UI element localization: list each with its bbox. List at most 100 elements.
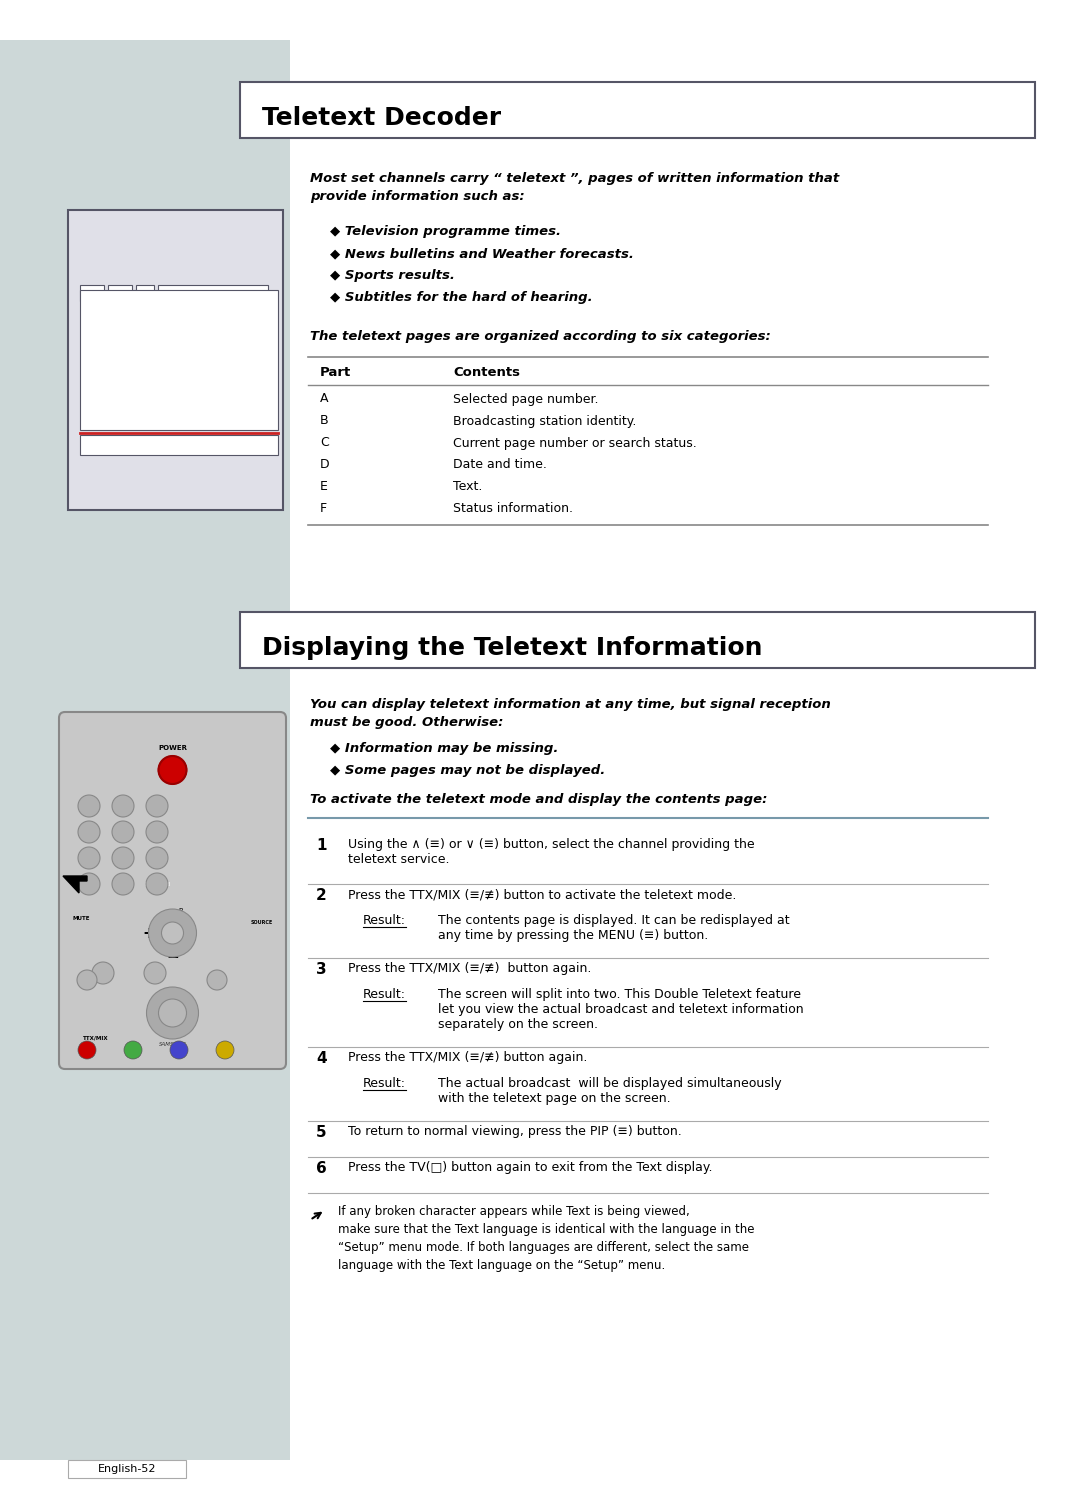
FancyBboxPatch shape (136, 285, 154, 301)
FancyBboxPatch shape (80, 285, 104, 301)
Text: 2: 2 (121, 803, 125, 809)
Text: The teletext pages are organized according to six categories:: The teletext pages are organized accordi… (310, 330, 771, 343)
Text: Press the TTX/MIX (≡/≢) button again.: Press the TTX/MIX (≡/≢) button again. (348, 1052, 588, 1064)
Text: SOURCE: SOURCE (251, 920, 273, 926)
Circle shape (78, 873, 100, 894)
FancyBboxPatch shape (80, 434, 278, 455)
Text: 1: 1 (86, 803, 91, 809)
Text: TV: TV (84, 881, 94, 887)
Circle shape (162, 921, 184, 944)
FancyBboxPatch shape (240, 613, 1035, 668)
Text: English-52: English-52 (98, 1464, 157, 1474)
Circle shape (159, 756, 187, 783)
Text: INFO◎: INFO◎ (147, 971, 163, 975)
Circle shape (146, 821, 168, 843)
Text: separately on the screen.: separately on the screen. (438, 1019, 598, 1031)
Text: To return to normal viewing, press the PIP (≡) button.: To return to normal viewing, press the P… (348, 1125, 681, 1138)
Text: The contents page is displayed. It can be redisplayed at: The contents page is displayed. It can b… (438, 914, 789, 927)
Text: Result:: Result: (363, 914, 406, 927)
Text: C: C (141, 289, 148, 298)
Circle shape (92, 962, 114, 984)
Text: The actual broadcast  will be displayed simultaneously: The actual broadcast will be displayed s… (438, 1077, 782, 1091)
Text: ∧: ∧ (168, 915, 176, 926)
Text: ◆ Sports results.: ◆ Sports results. (330, 270, 455, 282)
Circle shape (78, 1041, 96, 1059)
Text: ENTER: ENTER (161, 1011, 184, 1016)
Text: Broadcasting station identity.: Broadcasting station identity. (453, 415, 636, 427)
Text: ◆ Information may be missing.: ◆ Information may be missing. (330, 742, 558, 755)
Text: −: − (166, 950, 179, 965)
Circle shape (78, 846, 100, 869)
Text: P: P (178, 908, 183, 914)
Text: Part: Part (320, 367, 351, 379)
Text: Most set channels carry “ teletext ”, pages of written information that
provide : Most set channels carry “ teletext ”, pa… (310, 172, 839, 204)
Circle shape (144, 962, 166, 984)
Text: E: E (320, 481, 328, 493)
Circle shape (112, 795, 134, 816)
Text: Contents: Contents (453, 367, 519, 379)
Text: C: C (320, 436, 328, 449)
Text: Current page number or search status.: Current page number or search status. (453, 436, 697, 449)
Text: let you view the actual broadcast and teletext information: let you view the actual broadcast and te… (438, 1004, 804, 1016)
Circle shape (170, 1041, 188, 1059)
Circle shape (77, 971, 97, 990)
Text: The screen will split into two. This Double Teletext feature: The screen will split into two. This Dou… (438, 989, 801, 1001)
Text: PRE-CH: PRE-CH (144, 881, 170, 887)
Circle shape (207, 971, 227, 990)
Text: ∨: ∨ (168, 941, 176, 950)
Circle shape (159, 999, 187, 1028)
Text: 4: 4 (316, 1052, 326, 1067)
Text: F: F (320, 502, 327, 515)
Text: Using the ∧ (≡) or ∨ (≡) button, select the channel providing the: Using the ∧ (≡) or ∨ (≡) button, select … (348, 837, 755, 851)
Circle shape (216, 1041, 234, 1059)
Polygon shape (63, 876, 87, 893)
Text: 8: 8 (121, 855, 125, 860)
Text: Press the TV(□) button again to exit from the Text display.: Press the TV(□) button again to exit fro… (348, 1161, 713, 1174)
Text: Result:: Result: (363, 1077, 406, 1091)
Circle shape (124, 1041, 141, 1059)
Circle shape (112, 846, 134, 869)
Text: ◆ Television programme times.: ◆ Television programme times. (330, 225, 561, 238)
Text: Status information.: Status information. (453, 502, 573, 515)
Text: Date and time.: Date and time. (453, 458, 546, 472)
Text: ◆ Some pages may not be displayed.: ◆ Some pages may not be displayed. (330, 764, 605, 777)
Text: Displaying the Teletext Information: Displaying the Teletext Information (262, 637, 762, 661)
Text: 0: 0 (121, 881, 125, 887)
Text: SLEEP: SLEEP (95, 971, 110, 975)
Text: If any broken character appears while Text is being viewed,
make sure that the T: If any broken character appears while Te… (338, 1204, 755, 1272)
Text: Press the TTX/MIX (≡/≢)  button again.: Press the TTX/MIX (≡/≢) button again. (348, 962, 592, 975)
Text: teletext service.: teletext service. (348, 852, 449, 866)
Text: B: B (117, 289, 123, 298)
Text: E: E (175, 358, 183, 372)
Text: Selected page number.: Selected page number. (453, 392, 598, 406)
Text: 1: 1 (316, 837, 326, 852)
Text: D: D (320, 458, 329, 472)
Text: You can display teletext information at any time, but signal reception
must be g: You can display teletext information at … (310, 698, 831, 730)
FancyBboxPatch shape (158, 285, 268, 301)
FancyBboxPatch shape (80, 291, 278, 430)
Text: Press the TTX/MIX (≡/≢) button to activate the teletext mode.: Press the TTX/MIX (≡/≢) button to activa… (348, 888, 737, 900)
Circle shape (78, 821, 100, 843)
Text: 3: 3 (316, 962, 326, 977)
Text: 2: 2 (316, 888, 327, 903)
Text: MENU: MENU (80, 978, 94, 983)
Text: any time by pressing the MENU (≡) button.: any time by pressing the MENU (≡) button… (438, 929, 708, 942)
Text: MUTE: MUTE (72, 915, 90, 920)
FancyBboxPatch shape (68, 210, 283, 509)
Text: D: D (210, 289, 216, 298)
FancyBboxPatch shape (108, 285, 132, 301)
Text: Teletext Decoder: Teletext Decoder (262, 106, 501, 130)
Text: 5: 5 (121, 830, 125, 834)
Text: F: F (175, 439, 183, 452)
Text: 7: 7 (86, 855, 91, 860)
Circle shape (149, 909, 197, 957)
FancyBboxPatch shape (240, 82, 1035, 138)
Circle shape (78, 795, 100, 816)
Text: Result:: Result: (363, 989, 406, 1001)
Text: To activate the teletext mode and display the contents page:: To activate the teletext mode and displa… (310, 792, 768, 806)
Text: A: A (89, 289, 95, 298)
FancyBboxPatch shape (0, 40, 291, 1461)
Text: EXIT: EXIT (212, 978, 222, 983)
Text: SAMSUNG: SAMSUNG (159, 1043, 187, 1047)
Circle shape (112, 873, 134, 894)
